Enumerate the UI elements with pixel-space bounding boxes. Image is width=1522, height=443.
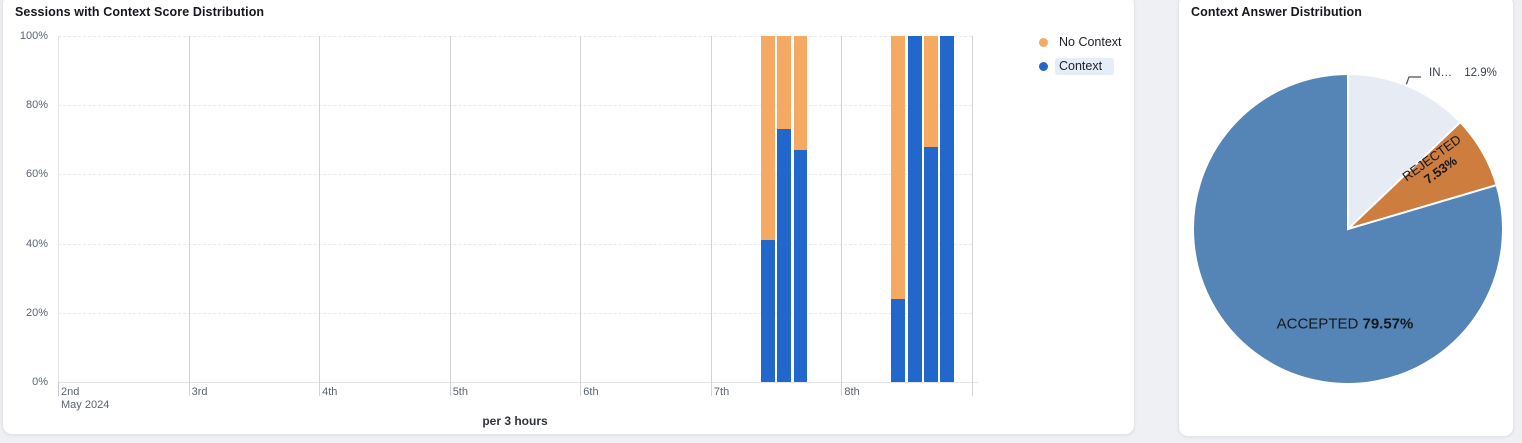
bar-segment-no-context[interactable] — [777, 36, 791, 130]
y-axis-tick-label: 80% — [25, 99, 48, 112]
legend-dot-no-context-icon — [1039, 37, 1048, 47]
stacked-bar[interactable] — [760, 36, 775, 382]
horizontal-gridline — [58, 312, 972, 314]
bar-segment-context[interactable] — [924, 146, 938, 382]
stacked-bar[interactable] — [907, 36, 922, 382]
stacked-bar[interactable] — [940, 36, 955, 382]
pie-label-accepted-pct: 79.57% — [1362, 315, 1414, 333]
y-axis-tick-label: 20% — [25, 306, 48, 319]
bar-segment-context[interactable] — [777, 129, 791, 382]
bar-segment-context[interactable] — [891, 298, 906, 382]
x-axis-tick — [58, 382, 59, 396]
pie-chart-card: Context Answer Distribution ACCEPTED 79.… — [1178, 0, 1514, 437]
vertical-gridline — [710, 36, 712, 396]
y-axis-tick-label: 60% — [25, 168, 48, 181]
legend-item-context[interactable]: Context — [1039, 57, 1128, 75]
stacked-bar[interactable] — [891, 36, 906, 382]
x-axis-tick-label: 7th — [713, 386, 730, 398]
y-axis-line — [58, 36, 59, 382]
pie-label-in-pct: 12.9% — [1464, 67, 1497, 79]
x-axis-month-label: May 2024 — [61, 399, 110, 411]
bar-segment-no-context[interactable] — [793, 36, 808, 151]
chart-legend: No Context Context — [1039, 33, 1128, 75]
bar-segment-context[interactable] — [760, 240, 775, 382]
legend-label-context: Context — [1055, 57, 1115, 75]
stacked-bar[interactable] — [777, 36, 791, 382]
horizontal-gridline — [58, 36, 972, 37]
vertical-gridline — [841, 36, 843, 396]
bar-chart-title: Sessions with Context Score Distribution — [15, 5, 265, 19]
bar-segment-no-context[interactable] — [760, 36, 775, 241]
pie-label-accepted-name: ACCEPTED — [1276, 315, 1359, 333]
pie-slice-in[interactable] — [1347, 72, 1462, 232]
stacked-bar[interactable] — [793, 36, 808, 382]
legend-label-no-context: No Context — [1059, 34, 1122, 49]
y-axis-tick-label: 0% — [32, 376, 48, 388]
pie-label-in-name: IN… — [1429, 67, 1452, 79]
pie-chart — [1192, 72, 1504, 385]
x-axis-tick-label: 2nd — [61, 386, 80, 398]
bar-segment-no-context[interactable] — [924, 36, 938, 147]
vertical-gridline — [319, 36, 321, 396]
legend-item-no-context[interactable]: No Context — [1039, 33, 1128, 51]
vertical-gridline — [449, 36, 451, 396]
x-axis-tick-label: 5th — [452, 386, 468, 398]
stacked-bar[interactable] — [924, 36, 938, 382]
x-axis-line — [58, 382, 978, 383]
bar-segment-context[interactable] — [793, 150, 808, 382]
pie-slice-accepted[interactable] — [1192, 72, 1504, 385]
sessions-chart-card: Sessions with Context Score Distribution… — [2, 0, 1135, 435]
horizontal-gridline — [58, 174, 972, 176]
pie-chart-title: Context Answer Distribution — [1191, 5, 1362, 19]
horizontal-gridline — [58, 243, 972, 245]
x-axis-tick-label: 4th — [322, 386, 338, 398]
vertical-gridline — [580, 36, 582, 396]
vertical-gridline — [188, 36, 190, 396]
pie-label-in: IN… 12.9% — [1429, 67, 1497, 79]
x-axis-tick-label: 3rd — [191, 386, 208, 398]
vertical-gridline — [972, 36, 973, 396]
y-axis-tick-label: 40% — [25, 237, 48, 250]
bar-segment-no-context[interactable] — [891, 36, 906, 299]
x-axis-tick-label: 8th — [844, 386, 860, 398]
bar-segment-context[interactable] — [907, 36, 922, 382]
x-axis-title: per 3 hours — [482, 414, 548, 428]
x-axis-tick-label: 6th — [583, 386, 599, 398]
bar-chart-plot-area: 0% 20% 40% 60% 80% 100% 2nd May 2024 3rd 4th 5th 6t… — [20, 30, 978, 411]
pie-label-accepted: ACCEPTED 79.57% — [1277, 316, 1414, 333]
y-axis-tick-label: 100% — [19, 30, 48, 42]
legend-dot-context-icon — [1039, 61, 1048, 71]
bar-segment-context[interactable] — [940, 36, 955, 382]
horizontal-gridline — [58, 105, 972, 107]
